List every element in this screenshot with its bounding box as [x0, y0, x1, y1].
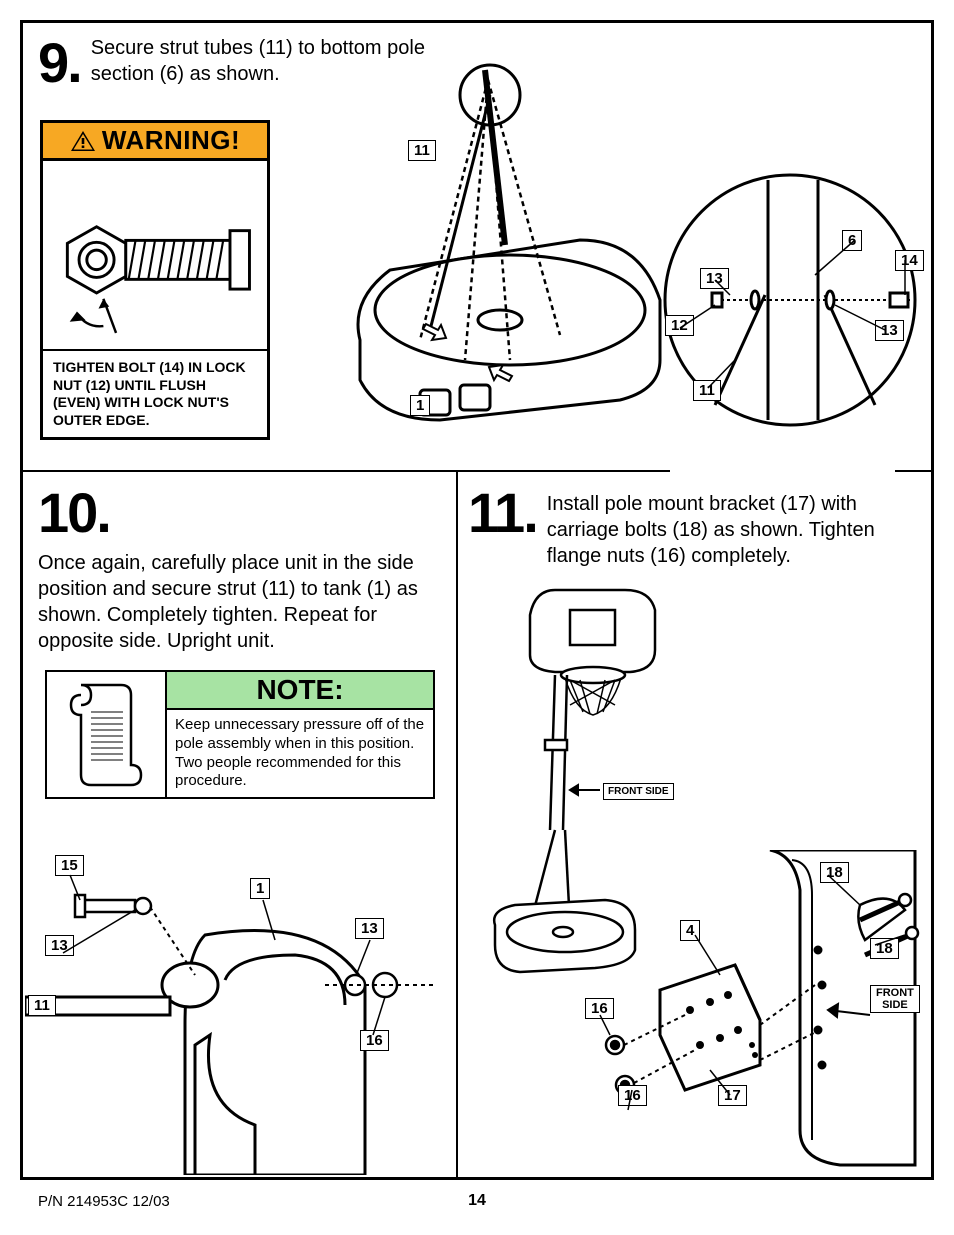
callout-14: 14: [895, 250, 924, 271]
callout-13b: 13: [875, 320, 904, 341]
step-11-text: Install pole mount bracket (17) with car…: [547, 485, 918, 569]
callout-13c: 13: [355, 918, 384, 939]
callout-16: 16: [360, 1030, 389, 1051]
note-box: NOTE: Keep unnecessary pressure off of t…: [45, 670, 435, 799]
step-10-text: Once again, carefully place unit in the …: [38, 550, 443, 654]
warning-header: WARNING!: [43, 123, 267, 161]
callout-11c: 11: [28, 995, 56, 1016]
callout-front-side: FRONT SIDE: [603, 783, 674, 800]
step-9-main-illustration: [300, 40, 700, 460]
callout-12: 12: [665, 315, 694, 336]
callout-front-side-2: FRONT SIDE: [870, 985, 920, 1013]
warning-icon: [70, 130, 96, 152]
step-9-number: 9.: [38, 35, 81, 91]
callout-16b: 16: [618, 1085, 647, 1106]
callout-1: 1: [410, 395, 430, 416]
callout-13d: 13: [45, 935, 74, 956]
callout-15: 15: [55, 855, 84, 876]
warning-bolt-illustration: [43, 161, 267, 351]
step-9-detail-illustration: [660, 130, 930, 450]
callout-1b: 1: [250, 878, 270, 899]
callout-13a: 13: [700, 268, 729, 289]
scroll-icon: [61, 680, 151, 790]
step-10-number: 10.: [38, 485, 110, 541]
divider-h1: [23, 470, 670, 472]
page-number: 14: [0, 1192, 954, 1210]
callout-11: 11: [408, 140, 436, 161]
callout-17: 17: [718, 1085, 747, 1106]
divider-h1b: [895, 470, 931, 472]
warning-text: TIGHTEN BOLT (14) IN LOCK NUT (12) UNTIL…: [43, 351, 267, 437]
warning-box: WARNING!: [40, 120, 270, 440]
callout-18a: 18: [820, 862, 849, 883]
step-11-header: 11. Install pole mount bracket (17) with…: [468, 485, 918, 569]
note-icon-cell: [47, 672, 167, 797]
callout-11b: 11: [693, 380, 721, 401]
step-11-number: 11.: [468, 485, 537, 541]
step-10-illustration: [25, 845, 450, 1175]
note-text: Keep unnecessary pressure off of the pol…: [167, 710, 433, 797]
callout-16a: 16: [585, 998, 614, 1019]
note-title: NOTE:: [167, 672, 433, 710]
callout-18b: 18: [870, 938, 899, 959]
divider-v1: [456, 470, 458, 1178]
callout-4: 4: [680, 920, 700, 941]
warning-title: WARNING!: [102, 125, 240, 156]
callout-6: 6: [842, 230, 862, 251]
